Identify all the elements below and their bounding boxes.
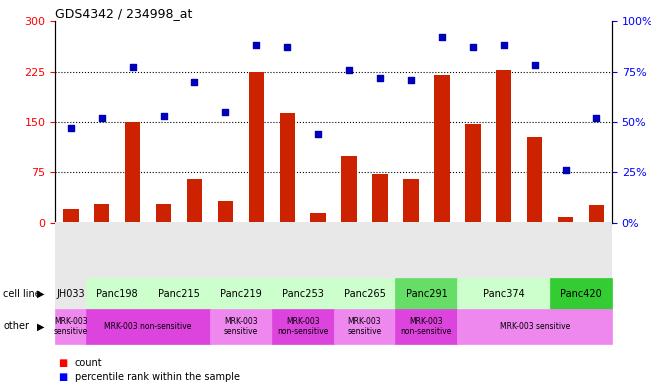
Bar — [465, 124, 480, 223]
Point — [189, 79, 200, 85]
Point — [220, 109, 230, 115]
Bar — [527, 137, 542, 223]
Bar — [403, 179, 419, 223]
Text: Panc253: Panc253 — [282, 289, 324, 299]
Point — [128, 65, 138, 71]
Point — [344, 66, 354, 73]
Text: MRK-003
non-sensitive: MRK-003 non-sensitive — [277, 317, 328, 336]
Text: Panc219: Panc219 — [220, 289, 262, 299]
Point — [375, 74, 385, 81]
Text: Panc215: Panc215 — [158, 289, 200, 299]
Point — [158, 113, 169, 119]
Text: Panc291: Panc291 — [406, 289, 447, 299]
Bar — [341, 156, 357, 223]
Text: ■: ■ — [59, 372, 68, 382]
Bar — [279, 113, 295, 223]
Point — [251, 42, 262, 48]
Text: ■: ■ — [59, 358, 68, 368]
Text: Panc198: Panc198 — [96, 289, 138, 299]
Text: count: count — [75, 358, 102, 368]
Text: Panc374: Panc374 — [483, 289, 525, 299]
Point — [561, 167, 571, 174]
Point — [66, 125, 76, 131]
Text: ▶: ▶ — [36, 321, 44, 331]
Point — [529, 63, 540, 69]
Bar — [125, 122, 141, 223]
Text: other: other — [3, 321, 29, 331]
Bar — [156, 204, 171, 223]
Bar — [589, 205, 604, 223]
Bar — [311, 213, 326, 223]
Point — [499, 42, 509, 48]
Bar — [187, 179, 202, 223]
Text: MRK-003 non-sensitive: MRK-003 non-sensitive — [104, 322, 192, 331]
Point — [406, 76, 416, 83]
Bar — [249, 71, 264, 223]
Text: MRK-003
non-sensitive: MRK-003 non-sensitive — [401, 317, 452, 336]
Bar — [63, 209, 79, 223]
Point — [467, 44, 478, 50]
Point — [282, 44, 292, 50]
Text: cell line: cell line — [3, 289, 41, 299]
Bar — [94, 204, 109, 223]
Point — [96, 115, 107, 121]
Point — [437, 34, 447, 40]
Bar — [434, 75, 450, 223]
Bar — [496, 70, 512, 223]
Bar — [372, 174, 388, 223]
Text: MRK-003
sensitive: MRK-003 sensitive — [224, 317, 258, 336]
Text: ▶: ▶ — [36, 289, 44, 299]
Bar — [217, 201, 233, 223]
Point — [313, 131, 324, 137]
Text: percentile rank within the sample: percentile rank within the sample — [75, 372, 240, 382]
Text: Panc265: Panc265 — [344, 289, 385, 299]
Point — [591, 115, 602, 121]
Bar — [558, 217, 574, 223]
Text: MRK-003 sensitive: MRK-003 sensitive — [499, 322, 570, 331]
Text: JH033: JH033 — [57, 289, 85, 299]
Text: GDS4342 / 234998_at: GDS4342 / 234998_at — [55, 7, 193, 20]
Text: MRK-003
sensitive: MRK-003 sensitive — [348, 317, 381, 336]
Text: MRK-003
sensitive: MRK-003 sensitive — [53, 317, 88, 336]
Text: Panc420: Panc420 — [560, 289, 602, 299]
